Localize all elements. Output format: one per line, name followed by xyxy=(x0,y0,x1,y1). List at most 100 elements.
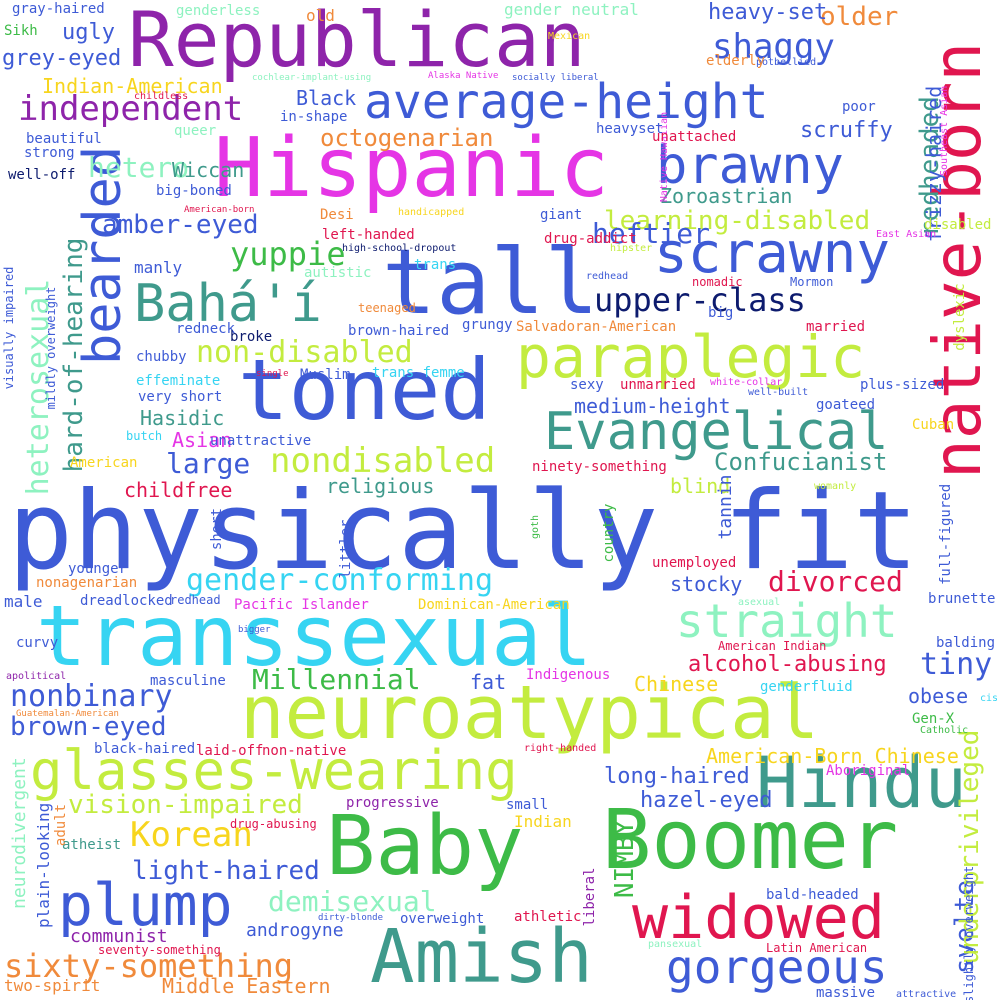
word-country: country xyxy=(601,503,617,563)
word-older: older xyxy=(820,2,899,32)
word-redneck: redneck xyxy=(176,321,236,337)
word-heftier: heftier xyxy=(592,217,711,250)
word-fat: fat xyxy=(470,670,507,694)
word-straight: straight xyxy=(676,594,898,648)
word-bigger: bigger xyxy=(238,625,271,635)
word-glasses-wearing: glasses-wearing xyxy=(30,739,518,802)
word-indigenous: Indigenous xyxy=(526,667,611,683)
word-attractive: attractive xyxy=(896,989,957,1000)
word-big-boned: big-boned xyxy=(156,183,232,199)
word-giant: giant xyxy=(540,207,583,223)
word-black-haired: black-haired xyxy=(94,741,196,757)
word-alaska-native: Alaska Native xyxy=(428,71,499,81)
word-cis: cis xyxy=(980,693,999,704)
word-pansexual: pansexual xyxy=(648,939,703,950)
word-laid-off: laid-off xyxy=(196,743,264,759)
word-physically-fit: physically fit xyxy=(8,469,919,594)
word-alcohol-abusing: alcohol-abusing xyxy=(688,652,887,677)
word-native-hawaiian: Native Hawaiian xyxy=(659,111,670,203)
word-southeast-asian: Southeast Asian xyxy=(939,85,950,176)
word-paraplegic: paraplegic xyxy=(516,323,866,391)
word-heavyset: heavyset xyxy=(596,121,664,137)
word-grey-eyed: grey-eyed xyxy=(2,46,122,71)
word-goth: goth xyxy=(530,514,541,540)
word-boomer: Boomer xyxy=(602,793,899,888)
word-androgyne: androgyne xyxy=(246,920,344,941)
word-right-handed: right-handed xyxy=(524,743,597,754)
word-mexican: Mexican xyxy=(548,31,591,42)
word-pacific-islander: Pacific Islander xyxy=(234,597,369,613)
word-obese: obese xyxy=(908,684,969,708)
word-chinese: Chinese xyxy=(634,672,719,696)
word-hispanic: Hispanic xyxy=(214,121,609,216)
word-indian: Indian xyxy=(514,812,572,831)
word-cochlear-implant-using: cochlear-implant-using xyxy=(252,73,372,83)
word-nondisabled: nondisabled xyxy=(270,441,496,481)
word-desi: Desi xyxy=(320,207,354,223)
word-dyslexic: dyslexic xyxy=(952,283,968,351)
word-brown-eyed: brown-eyed xyxy=(10,712,167,742)
word-catholic: Catholic xyxy=(920,725,969,736)
word-sixty-something: sixty-something xyxy=(4,947,293,985)
word-blind: blind xyxy=(670,474,731,498)
word-confucianist: Confucianist xyxy=(714,448,888,476)
word-non-disabled: non-disabled xyxy=(196,335,413,370)
word-religious: religious xyxy=(326,474,435,498)
word-handicapped: handicapped xyxy=(398,207,465,218)
word-married: married xyxy=(806,319,866,335)
word-chubby: chubby xyxy=(136,349,187,365)
word-elderly: elderly xyxy=(706,53,766,69)
word-trans-femme: trans femme xyxy=(372,365,465,381)
word-republican: Republican xyxy=(128,0,586,84)
word-littler: littler xyxy=(338,519,354,579)
word-independent: independent xyxy=(18,89,244,129)
word-upper-class: upper-class xyxy=(594,281,806,319)
word-apolitical: apolitical xyxy=(6,671,67,682)
word-plump: plump xyxy=(58,871,233,939)
word-learning-disabled: learning-disabled xyxy=(604,206,871,236)
word-communist: communist xyxy=(70,926,168,947)
word-potbellied: potbellied xyxy=(756,57,817,68)
word-widowed: widowed xyxy=(632,883,885,953)
word-korean: Korean xyxy=(130,815,253,855)
word-bald-headed: bald-headed xyxy=(766,887,859,903)
word-black: Black xyxy=(296,86,357,110)
word-long-haired: long-haired xyxy=(604,764,750,789)
word-plain-looking: plain-looking xyxy=(34,802,53,928)
word-slightly-overweight: slightly overweight xyxy=(962,865,976,1000)
word-atheist: atheist xyxy=(62,837,122,853)
word-gender-neutral: gender neutral xyxy=(504,0,639,19)
word-liberal: liberal xyxy=(582,867,598,927)
word-queer: queer xyxy=(174,123,217,139)
word-vision-impaired: vision-impaired xyxy=(68,790,303,820)
word-drug-addict: drug-addict xyxy=(544,231,637,247)
word-nonbinary: nonbinary xyxy=(10,679,173,714)
word-shaggy: shaggy xyxy=(712,27,835,67)
word-redhead2: redhead xyxy=(170,593,221,607)
word-baby: Baby xyxy=(326,799,524,894)
word-cuban: Cuban xyxy=(912,417,955,433)
word-seventy-something: seventy-something xyxy=(98,943,221,957)
word-east-asian: East Asian xyxy=(876,229,937,240)
word-strong: strong xyxy=(24,145,75,161)
word-bahai: Bahá'í xyxy=(134,274,322,334)
word-large: large xyxy=(166,447,251,480)
word-divorced: divorced xyxy=(768,565,903,598)
word-sikh: Sikh xyxy=(4,23,38,39)
word-gender-conforming: gender-conforming xyxy=(186,563,494,598)
word-american-born: American-born xyxy=(184,205,255,215)
word-autistic: autistic xyxy=(304,265,372,281)
word-left-handed: left-handed xyxy=(322,227,415,243)
word-guatemalan-american: Guatemalan-American xyxy=(16,709,119,719)
word-high-school-dropout: high-school-dropout xyxy=(342,243,457,254)
word-manly: manly xyxy=(134,258,183,277)
word-amish: Amish xyxy=(370,914,593,1000)
word-trans: trans xyxy=(414,257,457,273)
word-younger: younger xyxy=(68,561,128,577)
word-mormon: Mormon xyxy=(790,275,834,289)
word-middle-eastern: Middle Eastern xyxy=(162,974,331,998)
word-millennial: Millennial xyxy=(252,663,421,696)
word-balding: balding xyxy=(936,635,996,651)
word-masculine: masculine xyxy=(150,673,226,689)
